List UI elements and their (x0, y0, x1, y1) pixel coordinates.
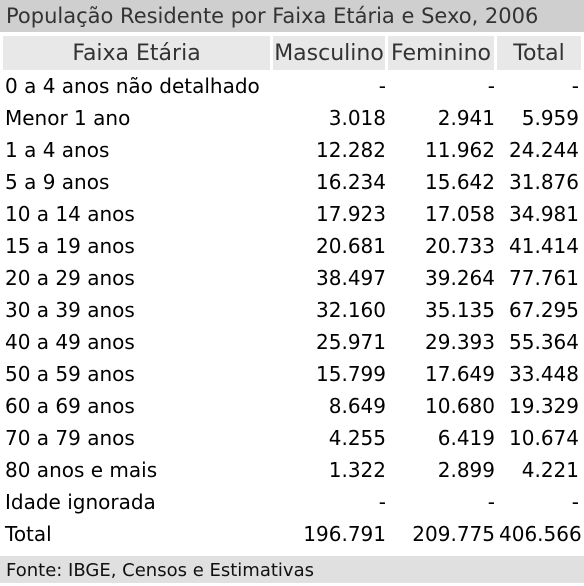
table-row: Menor 1 ano 3.018 2.941 5.959 (3, 102, 581, 134)
masculino-cell: 12.282 (316, 138, 386, 162)
total-cell: 41.414 (509, 234, 579, 258)
age-group-cell: 40 a 49 anos (5, 330, 135, 354)
table-row: 0 a 4 anos não detalhado - - - (3, 70, 581, 102)
total-cell: 67.295 (509, 298, 579, 322)
feminino-cell: 20.733 (425, 234, 495, 258)
total-cell: 31.876 (509, 170, 579, 194)
total-cell: 34.981 (509, 202, 579, 226)
age-group-cell: Idade ignorada (5, 490, 156, 514)
feminino-cell: 2.941 (437, 106, 495, 130)
population-table: Faixa Etária Masculino Feminino Total 0 … (3, 36, 581, 550)
total-cell: 24.244 (509, 138, 579, 162)
age-group-cell: 5 a 9 anos (5, 170, 110, 194)
feminino-cell: 17.649 (425, 362, 495, 386)
masculino-cell: - (378, 74, 386, 98)
age-group-cell: 10 a 14 anos (5, 202, 135, 226)
total-cell: - (571, 490, 579, 514)
feminino-cell: 209.775 (412, 522, 495, 546)
masculino-cell: 17.923 (316, 202, 386, 226)
table-row: 80 anos e mais 1.322 2.899 4.221 (3, 454, 581, 486)
age-group-cell: 60 a 69 anos (5, 394, 135, 418)
masculino-cell: 38.497 (316, 266, 386, 290)
age-group-cell: 15 a 19 anos (5, 234, 135, 258)
title-divider (0, 32, 584, 36)
feminino-cell: - (487, 490, 495, 514)
table-row: 15 a 19 anos 20.681 20.733 41.414 (3, 230, 581, 262)
feminino-cell: 39.264 (425, 266, 495, 290)
table-row: 5 a 9 anos 16.234 15.642 31.876 (3, 166, 581, 198)
total-cell: 19.329 (509, 394, 579, 418)
feminino-cell: 29.393 (425, 330, 495, 354)
masculino-cell: 3.018 (328, 106, 386, 130)
age-group-cell: 50 a 59 anos (5, 362, 135, 386)
feminino-cell: 6.419 (437, 426, 495, 450)
feminino-cell: 17.058 (425, 202, 495, 226)
masculino-cell: 15.799 (316, 362, 386, 386)
table-row: 60 a 69 anos 8.649 10.680 19.329 (3, 390, 581, 422)
age-group-cell: 0 a 4 anos não detalhado (5, 74, 260, 98)
table-row: 1 a 4 anos 12.282 11.962 24.244 (3, 134, 581, 166)
total-cell: - (571, 74, 579, 98)
age-group-cell: 80 anos e mais (5, 458, 158, 482)
masculino-cell: 16.234 (316, 170, 386, 194)
table-row: Total 196.791 209.775 406.566 (3, 518, 581, 550)
table-row: 20 a 29 anos 38.497 39.264 77.761 (3, 262, 581, 294)
masculino-cell: 196.791 (303, 522, 386, 546)
feminino-cell: 11.962 (425, 138, 495, 162)
header-total: Total (497, 36, 581, 70)
masculino-cell: 32.160 (316, 298, 386, 322)
table-row: 40 a 49 anos 25.971 29.393 55.364 (3, 326, 581, 358)
total-cell: 5.959 (521, 106, 579, 130)
masculino-cell: 20.681 (316, 234, 386, 258)
masculino-cell: 25.971 (316, 330, 386, 354)
total-cell: 33.448 (509, 362, 579, 386)
age-group-cell: Menor 1 ano (5, 106, 131, 130)
feminino-cell: 10.680 (425, 394, 495, 418)
feminino-cell: - (487, 74, 495, 98)
feminino-cell: 2.899 (437, 458, 495, 482)
feminino-cell: 35.135 (425, 298, 495, 322)
masculino-cell: - (378, 490, 386, 514)
table-row: 30 a 39 anos 32.160 35.135 67.295 (3, 294, 581, 326)
total-cell: 55.364 (509, 330, 579, 354)
header-feminino: Feminino (388, 36, 497, 70)
source-footer: Fonte: IBGE, Censos e Estimativas (0, 556, 584, 583)
age-group-cell: Total (5, 522, 52, 546)
masculino-cell: 4.255 (328, 426, 386, 450)
age-group-cell: 70 a 79 anos (5, 426, 135, 450)
masculino-cell: 1.322 (328, 458, 386, 482)
table-row: 70 a 79 anos 4.255 6.419 10.674 (3, 422, 581, 454)
table-row: Idade ignorada - - - (3, 486, 581, 518)
header-masculino: Masculino (273, 36, 388, 70)
total-cell: 4.221 (521, 458, 579, 482)
header-faixa-etaria: Faixa Etária (3, 36, 273, 70)
age-group-cell: 20 a 29 anos (5, 266, 135, 290)
masculino-cell: 8.649 (328, 394, 386, 418)
age-group-cell: 30 a 39 anos (5, 298, 135, 322)
total-cell: 10.674 (509, 426, 579, 450)
age-group-cell: 1 a 4 anos (5, 138, 110, 162)
total-cell: 406.566 (499, 522, 581, 546)
table-row: 50 a 59 anos 15.799 17.649 33.448 (3, 358, 581, 390)
feminino-cell: 15.642 (425, 170, 495, 194)
header-row: Faixa Etária Masculino Feminino Total (3, 36, 581, 70)
total-cell: 77.761 (509, 266, 579, 290)
table-row: 10 a 14 anos 17.923 17.058 34.981 (3, 198, 581, 230)
table-title: População Residente por Faixa Etária e S… (0, 0, 584, 32)
